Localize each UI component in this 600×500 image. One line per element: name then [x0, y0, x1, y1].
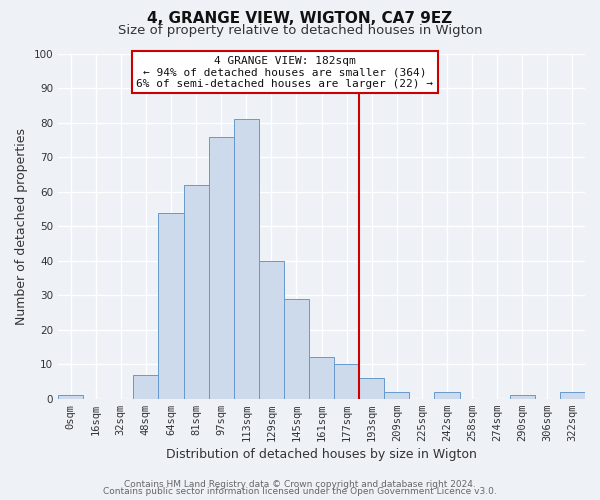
Bar [184, 185, 209, 398]
Bar [233, 120, 259, 398]
Bar [560, 392, 585, 398]
Bar [309, 358, 334, 399]
Text: Contains public sector information licensed under the Open Government Licence v3: Contains public sector information licen… [103, 488, 497, 496]
Bar [284, 298, 309, 398]
Bar [384, 392, 409, 398]
Bar [58, 395, 83, 398]
Bar [359, 378, 384, 398]
Bar [259, 261, 284, 398]
Bar [510, 395, 535, 398]
X-axis label: Distribution of detached houses by size in Wigton: Distribution of detached houses by size … [166, 448, 477, 461]
Bar [158, 212, 184, 398]
Text: Contains HM Land Registry data © Crown copyright and database right 2024.: Contains HM Land Registry data © Crown c… [124, 480, 476, 489]
Text: 4 GRANGE VIEW: 182sqm
← 94% of detached houses are smaller (364)
6% of semi-deta: 4 GRANGE VIEW: 182sqm ← 94% of detached … [136, 56, 433, 89]
Bar [209, 136, 233, 398]
Text: 4, GRANGE VIEW, WIGTON, CA7 9EZ: 4, GRANGE VIEW, WIGTON, CA7 9EZ [148, 11, 452, 26]
Bar [334, 364, 359, 398]
Bar [133, 374, 158, 398]
Text: Size of property relative to detached houses in Wigton: Size of property relative to detached ho… [118, 24, 482, 37]
Bar [434, 392, 460, 398]
Y-axis label: Number of detached properties: Number of detached properties [15, 128, 28, 325]
